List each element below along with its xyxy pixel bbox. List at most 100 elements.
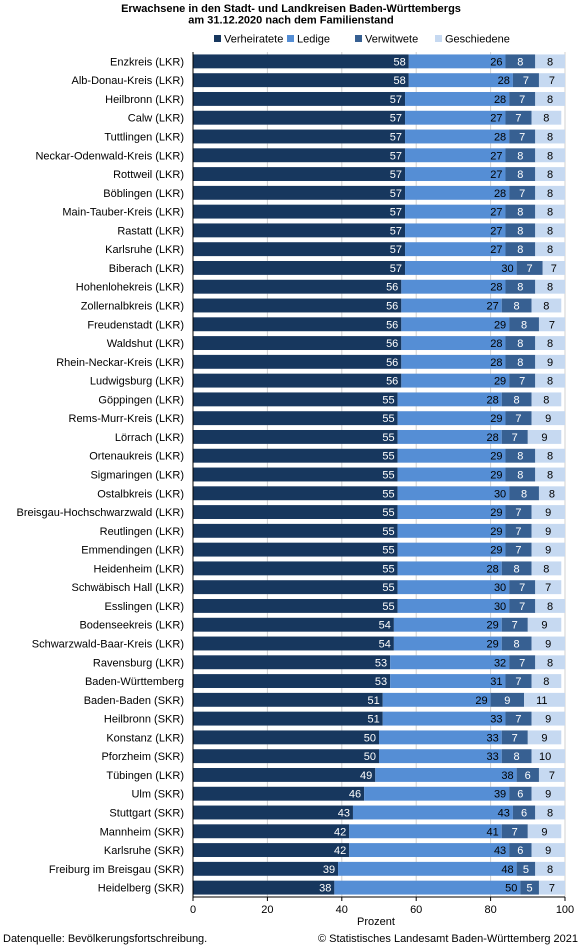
- data-label: 28: [498, 75, 510, 87]
- data-label: 11: [536, 695, 547, 707]
- data-label: 7: [523, 75, 529, 87]
- bar-segment: [193, 298, 402, 313]
- legend-swatch: [435, 35, 442, 42]
- bar-segment: [193, 185, 406, 200]
- bar-segment: [193, 861, 339, 876]
- bar-segment: [527, 617, 562, 632]
- bar-segment: [193, 279, 402, 294]
- legend-entry: Verheiratete: [224, 34, 283, 46]
- data-label: 57: [390, 244, 402, 256]
- legend-swatch: [214, 35, 221, 42]
- bar-segment: [516, 260, 543, 275]
- category-label: Baden-Baden (SKR): [84, 695, 184, 707]
- data-label: 57: [390, 225, 402, 237]
- data-label: 8: [547, 601, 553, 613]
- bar-segment: [505, 54, 536, 69]
- data-label: 29: [490, 507, 502, 519]
- data-label: 57: [390, 150, 402, 162]
- x-tick-label: 20: [261, 904, 273, 916]
- data-label: 48: [501, 864, 513, 876]
- data-label: 8: [547, 244, 553, 256]
- bar-segment: [535, 655, 565, 670]
- data-label: 7: [512, 826, 518, 838]
- data-label: 57: [390, 207, 402, 219]
- data-label: 58: [394, 75, 406, 87]
- bar-segment: [193, 636, 394, 651]
- data-label: 46: [349, 789, 361, 801]
- category-label: Waldshut (LKR): [107, 338, 184, 350]
- category-label: Esslingen (LKR): [105, 601, 184, 613]
- bar-segment: [538, 486, 565, 501]
- category-label: Stuttgart (SKR): [109, 808, 184, 820]
- bar-segment: [535, 204, 565, 219]
- bar-segment: [531, 542, 565, 557]
- bar-segment: [509, 786, 532, 801]
- bar-segment: [393, 636, 502, 651]
- category-label: Ludwigsburg (LKR): [90, 376, 184, 388]
- category-label: Calw (LKR): [128, 113, 184, 125]
- bar-segment: [509, 598, 536, 613]
- category-label: Hohenlohekreis (LKR): [76, 282, 184, 294]
- bar-segment: [397, 542, 506, 557]
- data-label: 5: [527, 883, 533, 895]
- data-label: 32: [494, 657, 506, 669]
- data-label: 8: [547, 338, 553, 350]
- legend-entry: Verwitwete: [365, 34, 418, 46]
- category-label: Emmendingen (LKR): [81, 545, 184, 557]
- data-label: 7: [519, 657, 525, 669]
- data-label: 8: [517, 451, 523, 463]
- bar-segment: [405, 260, 517, 275]
- category-label: Lörrach (LKR): [115, 432, 184, 444]
- data-label: 8: [547, 150, 553, 162]
- bar-segment: [538, 880, 565, 895]
- category-label: Rottweil (LKR): [113, 169, 184, 181]
- bar-segment: [193, 167, 406, 182]
- bar-segment: [535, 805, 565, 820]
- bar-segment: [535, 448, 565, 463]
- data-label: 55: [382, 413, 394, 425]
- bar-segment: [401, 298, 502, 313]
- bar-segment: [531, 711, 565, 726]
- bar-segment: [193, 110, 406, 125]
- bar-segment: [401, 373, 510, 388]
- data-label: 8: [514, 563, 520, 575]
- data-label: 28: [487, 563, 499, 575]
- data-label: 9: [545, 413, 551, 425]
- bar-segment: [405, 242, 506, 257]
- bar-segment: [531, 411, 565, 426]
- data-label: 6: [525, 770, 531, 782]
- data-label: 30: [494, 601, 506, 613]
- data-label: 29: [490, 526, 502, 538]
- bar-segment: [509, 185, 536, 200]
- bar-segment: [397, 561, 502, 576]
- bar-segment: [193, 523, 398, 538]
- data-label: 8: [517, 338, 523, 350]
- bar-segment: [542, 260, 565, 275]
- data-label: 8: [547, 451, 553, 463]
- data-label: 8: [547, 376, 553, 388]
- category-label: Breisgau-Hochschwarzwald (LKR): [16, 507, 184, 519]
- bar-segment: [390, 674, 506, 689]
- bar-segment: [193, 843, 350, 858]
- data-label: 56: [386, 301, 398, 313]
- data-label: 7: [551, 263, 557, 275]
- bar-segment: [379, 749, 502, 764]
- data-label: 7: [515, 545, 521, 557]
- data-label: 8: [547, 225, 553, 237]
- data-label: 38: [501, 770, 513, 782]
- bar-segment: [535, 373, 565, 388]
- category-label: Zollernalbkreis (LKR): [81, 301, 184, 313]
- data-label: 27: [487, 301, 499, 313]
- category-label: Ortenaukreis (LKR): [89, 451, 184, 463]
- bar-segment: [193, 373, 402, 388]
- data-label: 28: [494, 188, 506, 200]
- data-label: 26: [490, 56, 502, 68]
- data-label: 7: [515, 507, 521, 519]
- category-label: Schwarzwald-Baar-Kreis (LKR): [32, 639, 184, 651]
- data-label: 28: [494, 132, 506, 144]
- data-label: 7: [515, 413, 521, 425]
- data-label: 9: [545, 714, 551, 726]
- bar-segment: [379, 730, 502, 745]
- bar-segment: [535, 861, 565, 876]
- category-label: Heidelberg (SKR): [98, 883, 184, 895]
